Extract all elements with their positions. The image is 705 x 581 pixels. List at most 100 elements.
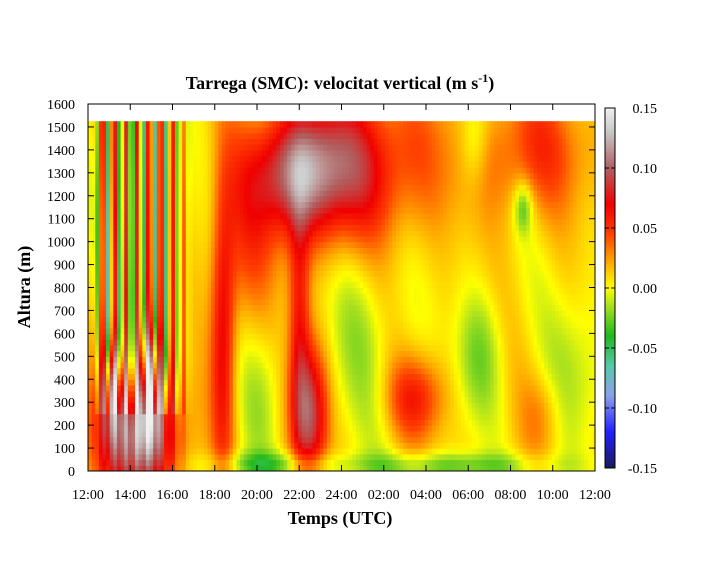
heatmap-cell [182, 448, 187, 455]
heatmap-cell [308, 144, 314, 151]
heatmap-cell [106, 270, 111, 277]
heatmap-cell [323, 149, 328, 157]
heatmap-cell [135, 310, 140, 317]
heatmap-cell [272, 333, 277, 340]
heatmap-cell [240, 333, 245, 340]
heatmap-cell [290, 293, 296, 300]
heatmap-cell [345, 430, 350, 438]
heatmap-cell [370, 419, 375, 426]
heatmap-cell [203, 281, 209, 289]
heatmap-cell [193, 373, 198, 380]
heatmap-cell [283, 419, 288, 426]
heatmap-cell [261, 316, 267, 323]
heatmap-cell [124, 167, 129, 174]
heatmap-cell [319, 144, 324, 151]
heatmap-cell [327, 356, 332, 363]
heatmap-cell [316, 413, 321, 420]
heatmap-cell [160, 413, 165, 420]
heatmap-cell [341, 384, 346, 392]
heatmap-cell [294, 339, 299, 346]
heatmap-cell [160, 167, 165, 174]
heatmap-cell [218, 339, 223, 346]
heatmap-cell [196, 298, 201, 306]
heatmap-cell [283, 430, 288, 438]
heatmap-cell [308, 304, 314, 312]
heatmap-cell [243, 407, 248, 415]
heatmap-cell [352, 121, 357, 128]
heatmap-cell [221, 195, 227, 203]
heatmap-cell [254, 281, 259, 289]
heatmap-cell [124, 155, 129, 162]
heatmap-cell [374, 379, 379, 386]
heatmap-cell [189, 172, 194, 180]
heatmap-cell [272, 121, 277, 128]
heatmap-cell [366, 212, 372, 220]
heatmap-cell [167, 121, 172, 128]
heatmap-cell [301, 396, 306, 403]
heatmap-cell [178, 224, 183, 231]
heatmap-cell [287, 430, 292, 438]
heatmap-cell [305, 327, 310, 334]
heatmap-cell [334, 379, 339, 386]
heatmap-cell [355, 218, 361, 226]
heatmap-cell [374, 367, 379, 375]
heatmap-cell [312, 459, 317, 466]
heatmap-cell [323, 195, 328, 203]
heatmap-cell [265, 344, 270, 352]
heatmap-cell [102, 344, 107, 352]
heatmap-cell [308, 321, 314, 329]
heatmap-cell [218, 310, 223, 317]
heatmap-cell [287, 344, 292, 352]
heatmap-cell [250, 407, 256, 415]
heatmap-cell [200, 356, 205, 363]
heatmap-cell [334, 144, 339, 151]
heatmap-cell [279, 367, 285, 375]
heatmap-cell [225, 224, 230, 231]
heatmap-cell [337, 235, 343, 243]
heatmap-cell [153, 459, 158, 466]
heatmap-cell [135, 218, 140, 226]
heatmap-cell [124, 138, 129, 145]
heatmap-cell [323, 465, 328, 471]
heatmap-cell [250, 362, 256, 369]
heatmap-cell [301, 207, 306, 214]
heatmap-cell [98, 230, 104, 237]
heatmap-cell [127, 327, 133, 334]
heatmap-cell [149, 161, 154, 168]
heatmap-cell [153, 407, 158, 415]
heatmap-cell [374, 356, 379, 363]
heatmap-cell [319, 172, 324, 180]
heatmap-cell [203, 270, 209, 277]
heatmap-cell [135, 270, 140, 277]
heatmap-cell [359, 430, 364, 438]
heatmap-cell [272, 327, 277, 334]
heatmap-cell [88, 178, 93, 185]
heatmap-cell [88, 241, 93, 248]
heatmap-cell [240, 178, 245, 185]
heatmap-cell [182, 367, 187, 375]
heatmap-cell [131, 339, 136, 346]
heatmap-cell [232, 333, 238, 340]
heatmap-cell [363, 230, 368, 237]
heatmap-cell [355, 172, 361, 180]
heatmap-cell [203, 339, 209, 346]
heatmap-cell [359, 207, 364, 214]
heatmap-cell [189, 304, 194, 312]
heatmap-cell [334, 367, 339, 375]
heatmap-cell [196, 316, 201, 323]
heatmap-cell [330, 362, 335, 369]
heatmap-cell [283, 350, 288, 357]
heatmap-cell [221, 453, 227, 461]
heatmap-cell [323, 287, 328, 294]
heatmap-cell [345, 384, 350, 392]
heatmap-cell [196, 339, 201, 346]
heatmap-cell [258, 413, 263, 420]
heatmap-cell [261, 132, 267, 139]
heatmap-cell [261, 298, 267, 306]
heatmap-cell [156, 253, 162, 260]
heatmap-cell [355, 453, 361, 461]
heatmap-cell [370, 230, 375, 237]
heatmap-cell [153, 287, 158, 294]
heatmap-cell [272, 298, 277, 306]
heatmap-cell [135, 436, 140, 443]
